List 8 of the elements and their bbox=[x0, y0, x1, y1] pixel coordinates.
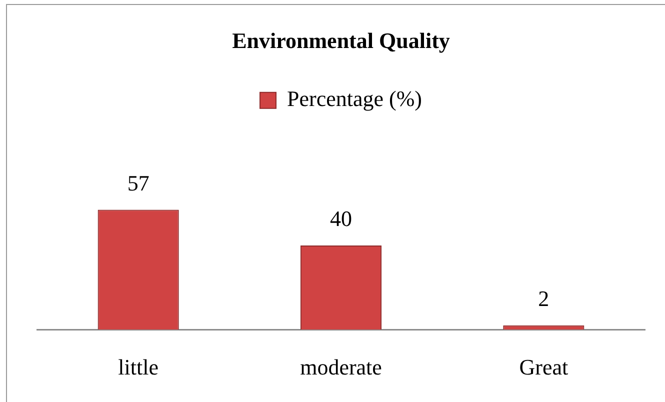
data-label: 57 bbox=[127, 170, 150, 196]
x-tick-label: little bbox=[118, 354, 158, 380]
legend-label: Percentage (%) bbox=[287, 86, 422, 112]
x-tick-label: Great bbox=[519, 354, 568, 380]
x-tick-label: moderate bbox=[300, 354, 382, 380]
data-label: 2 bbox=[538, 286, 550, 312]
data-label: 40 bbox=[330, 206, 352, 232]
chart-title: Environmental Quality bbox=[232, 28, 450, 53]
